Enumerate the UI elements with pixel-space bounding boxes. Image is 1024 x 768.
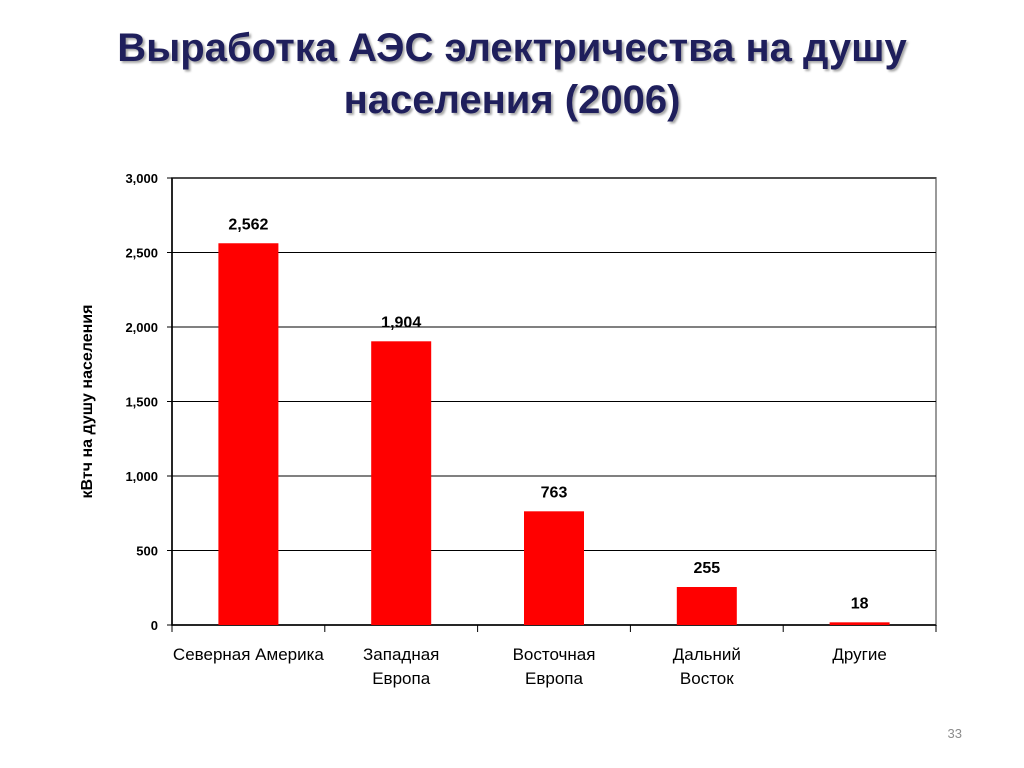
bar — [676, 587, 737, 625]
bar — [829, 622, 890, 625]
x-tick-label: Европа — [525, 669, 583, 688]
data-label: 763 — [541, 484, 568, 501]
y-tick-label: 500 — [136, 544, 158, 559]
data-label: 2,562 — [228, 216, 268, 233]
y-tick-label: 1,500 — [125, 395, 158, 410]
y-tick-label: 3,000 — [125, 171, 158, 186]
bar — [524, 511, 584, 625]
title-line-1: Выработка АЭС электричества на душу — [117, 26, 907, 70]
x-tick-label: Восточная — [513, 645, 596, 664]
bar — [218, 243, 279, 625]
x-tick-label: Западная — [363, 645, 439, 664]
bar — [371, 341, 432, 625]
y-tick-label: 2,500 — [125, 246, 158, 261]
slide-title: Выработка АЭС электричества на душу насе… — [40, 22, 984, 126]
x-tick-label: Северная Америка — [173, 645, 324, 664]
x-tick-label: Европа — [372, 669, 430, 688]
x-tick-label: Восток — [680, 669, 734, 688]
page-number: 33 — [947, 726, 962, 741]
title-line-2: населения (2006) — [343, 78, 681, 122]
data-label: 1,904 — [381, 314, 421, 331]
y-tick-label: 2,000 — [125, 320, 158, 335]
x-tick-label: Дальний — [673, 645, 741, 664]
y-tick-label: 0 — [151, 618, 158, 633]
y-axis-title: кВтч на душу населения — [79, 305, 96, 499]
x-tick-label: Другие — [832, 645, 886, 664]
data-label: 18 — [851, 595, 869, 612]
data-label: 255 — [693, 560, 720, 577]
y-tick-label: 1,000 — [125, 469, 158, 484]
